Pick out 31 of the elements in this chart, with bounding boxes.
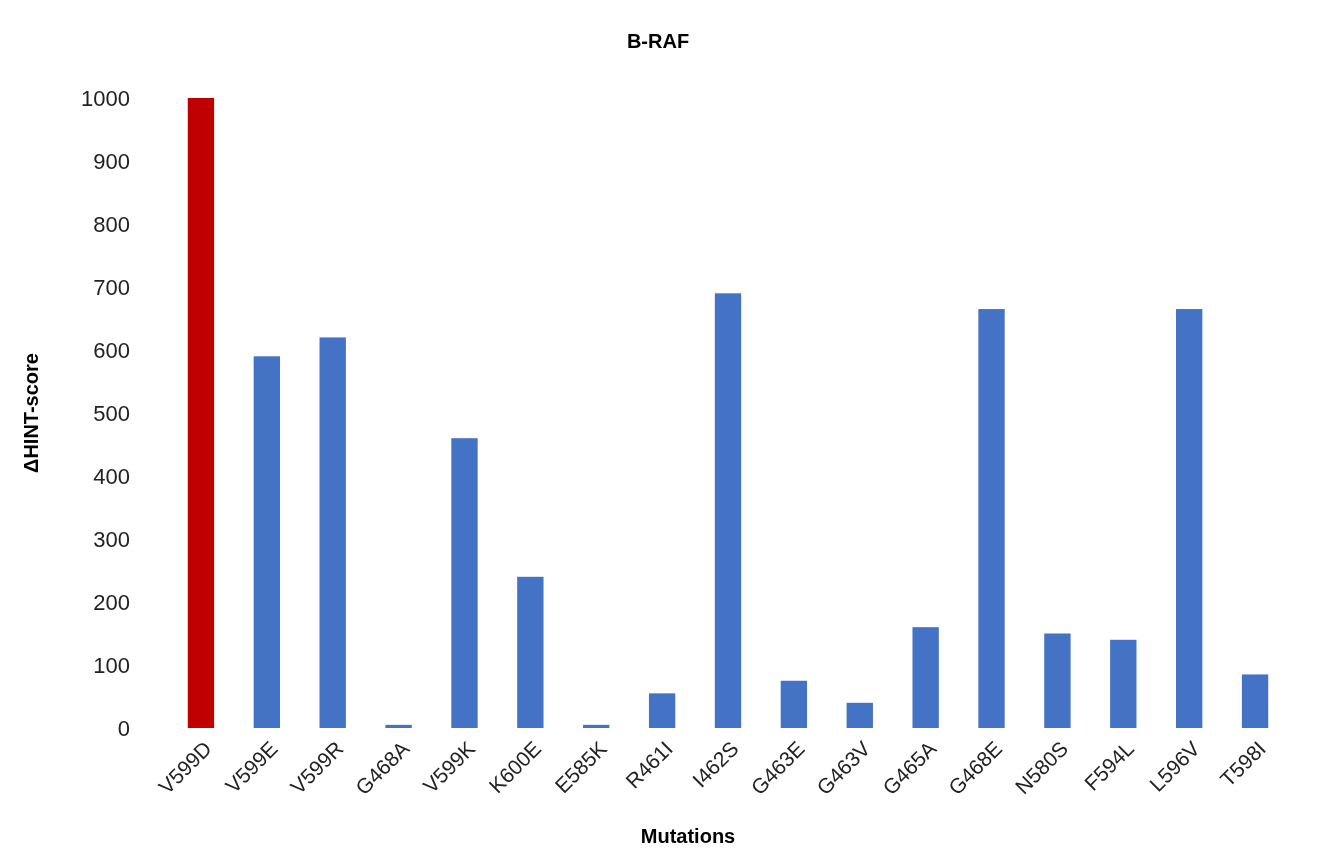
bar [912,627,939,728]
y-tick-label: 400 [93,463,130,489]
bar [187,98,215,728]
bar [583,724,610,728]
bar [846,702,873,728]
bar [451,438,478,728]
y-tick-label: 500 [93,400,130,426]
y-tick-label: 700 [93,274,130,300]
bar [517,576,544,728]
y-tick-label: 600 [93,337,130,363]
y-axis-title: ΔHINT-score [20,353,42,473]
y-tick-label: 300 [93,526,130,552]
bar [385,724,412,728]
bar [1044,633,1071,728]
bar [1110,639,1137,728]
y-tick-label: 800 [93,211,130,237]
y-tick-label: 900 [93,148,130,174]
chart-title: B-RAF [626,30,690,52]
bar [780,680,808,728]
y-tick-label: 100 [93,652,130,678]
y-tick-label: 1000 [81,85,130,111]
bar [1176,309,1203,728]
bar [319,337,346,728]
bar [648,693,676,728]
x-axis-title: Mutations [640,825,736,847]
y-tick-label: 0 [117,715,130,741]
bar [714,293,742,728]
y-tick-label: 200 [93,589,130,615]
bar [253,356,280,728]
bar [978,309,1005,728]
bar [1241,674,1269,728]
